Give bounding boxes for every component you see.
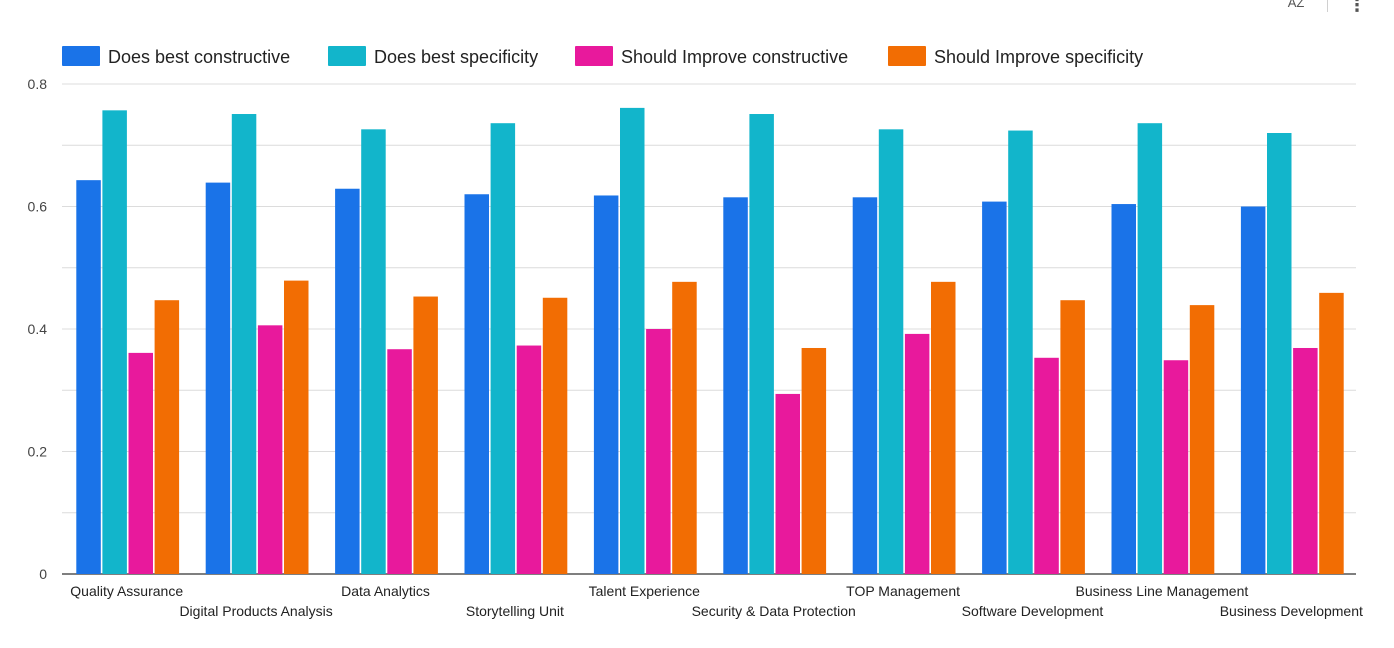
bar-4[interactable] <box>542 297 568 574</box>
bar-3[interactable] <box>646 329 671 574</box>
bar-1[interactable] <box>76 180 101 574</box>
bar-4[interactable] <box>413 296 438 574</box>
bar-3[interactable] <box>904 333 930 574</box>
x-tick-label: Data Analytics <box>341 583 430 599</box>
bar-1[interactable] <box>982 201 1007 574</box>
bar-4[interactable] <box>154 300 180 574</box>
legend-label[interactable]: Should Improve constructive <box>621 47 848 67</box>
x-tick-label: Talent Experience <box>589 583 701 599</box>
y-tick-label: 0.4 <box>28 321 48 337</box>
bar-3[interactable] <box>128 352 154 574</box>
x-tick-label: Business Line Management <box>1076 583 1249 599</box>
y-tick-label: 0.2 <box>28 444 48 460</box>
bar-4[interactable] <box>1189 305 1215 574</box>
bar-2[interactable] <box>620 107 645 574</box>
bar-2[interactable] <box>1137 123 1163 574</box>
bar-3[interactable] <box>1163 360 1189 574</box>
bar-1[interactable] <box>205 182 231 575</box>
legend-label[interactable]: Should Improve specificity <box>934 47 1143 67</box>
legend-label[interactable]: Does best constructive <box>108 47 290 67</box>
bar-4[interactable] <box>1319 292 1344 574</box>
bar-4[interactable] <box>284 280 309 574</box>
bar-4[interactable] <box>672 281 697 574</box>
x-tick-label: Digital Products Analysis <box>179 603 332 619</box>
x-tick-label: Quality Assurance <box>70 583 183 599</box>
bar-1[interactable] <box>852 197 878 574</box>
legend-label[interactable]: Does best specificity <box>374 47 538 67</box>
y-tick-label: 0.8 <box>28 76 48 92</box>
bar-1[interactable] <box>335 188 360 575</box>
bar-4[interactable] <box>1060 300 1085 574</box>
legend-swatch[interactable] <box>888 46 926 66</box>
sort-az-icon[interactable]: AZ <box>1287 0 1305 10</box>
x-tick-label: Software Development <box>962 603 1104 619</box>
legend-swatch[interactable] <box>328 46 366 66</box>
bar-2[interactable] <box>878 129 904 574</box>
bar-2[interactable] <box>490 123 516 574</box>
more-vert-icon[interactable]: ⋮ <box>1348 0 1366 15</box>
bar-3[interactable] <box>257 325 283 574</box>
bar-2[interactable] <box>102 110 127 575</box>
x-tick-label: Storytelling Unit <box>466 603 564 619</box>
bar-2[interactable] <box>231 114 257 574</box>
bar-3[interactable] <box>516 345 542 574</box>
bar-1[interactable] <box>723 197 748 574</box>
bar-2[interactable] <box>1267 133 1292 574</box>
legend-swatch[interactable] <box>62 46 100 66</box>
bar-3[interactable] <box>1034 357 1059 574</box>
y-tick-label: 0.6 <box>28 199 48 215</box>
x-tick-label: Security & Data Protection <box>692 603 856 619</box>
toolbar-divider <box>1327 0 1328 12</box>
bar-1[interactable] <box>464 194 490 574</box>
bar-2[interactable] <box>1008 130 1033 575</box>
bar-1[interactable] <box>1240 206 1266 575</box>
bar-3[interactable] <box>387 349 412 574</box>
x-tick-label: TOP Management <box>846 583 960 599</box>
legend-swatch[interactable] <box>575 46 613 66</box>
bar-2[interactable] <box>749 114 774 574</box>
bar-1[interactable] <box>593 195 619 574</box>
bar-4[interactable] <box>801 347 827 574</box>
bar-3[interactable] <box>775 393 801 574</box>
x-tick-label: Business Development <box>1220 603 1363 619</box>
bar-2[interactable] <box>361 129 386 574</box>
bar-4[interactable] <box>931 281 956 574</box>
y-tick-label: 0 <box>39 566 47 582</box>
bar-1[interactable] <box>1111 204 1137 575</box>
bar-3[interactable] <box>1293 347 1318 574</box>
